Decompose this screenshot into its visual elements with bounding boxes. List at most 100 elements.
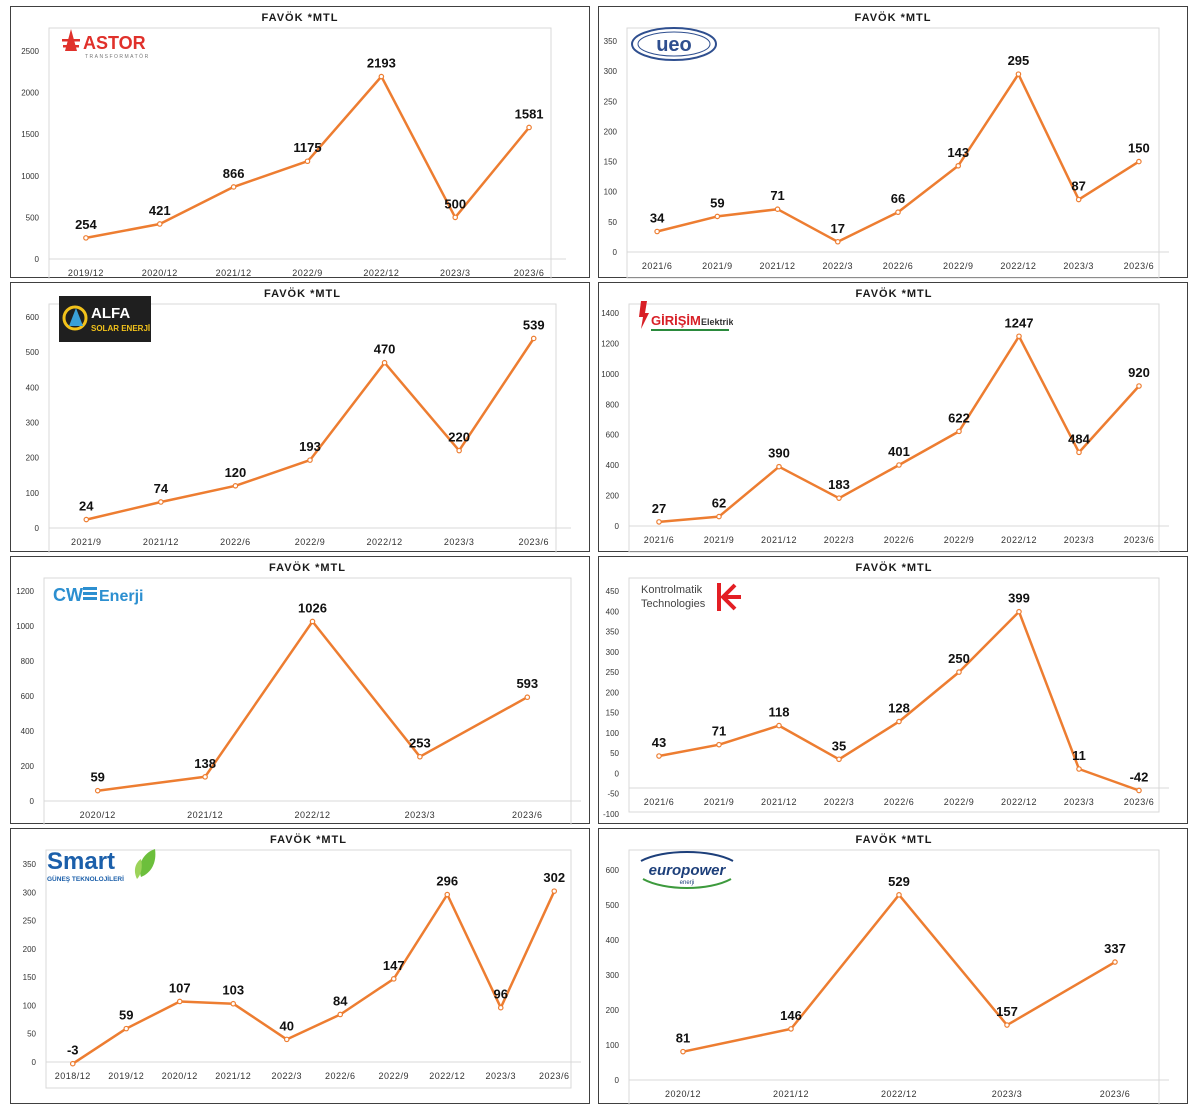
data-label: 103 [222,983,244,998]
data-point [1016,608,1022,615]
chart-title: FAVÖK *MTL [269,561,346,574]
data-label: 62 [712,496,726,511]
data-label: 81 [676,1031,690,1046]
cw-logo-text2: Enerji [99,588,143,605]
y-tick-label: 2500 [21,47,39,56]
chart-alfa: FAVÖK *MTL 0 100 200 300 400 500 600 2021/9 2021/… [26,287,571,553]
data-point [230,1000,237,1007]
data-label: 337 [1104,941,1126,956]
y-tick-label: 1200 [601,339,619,348]
y-tick-label: 350 [604,37,618,46]
chart-title: FAVÖK *MTL [855,287,932,300]
x-tick-label: 2018/12 [55,1071,91,1081]
y-tick-label: 300 [23,888,37,897]
chart-title: FAVÖK *MTL [264,287,341,300]
x-tick-label: 2023/6 [1100,1089,1131,1099]
y-tick-label: 200 [26,454,40,463]
data-point [456,447,462,454]
data-point [836,756,842,763]
x-tick-label: 2020/12 [162,1071,198,1081]
y-tick-label: 0 [35,524,40,533]
y-tick-label: 150 [604,158,618,167]
y-tick-label: 100 [606,1041,620,1050]
data-point [656,753,662,759]
data-label: 1581 [515,106,544,121]
x-tick-label: 2022/6 [884,535,915,545]
x-tick-label: 2021/6 [644,797,675,807]
data-label: 539 [523,317,545,332]
data-point [896,718,902,725]
chart-title: FAVÖK *MTL [854,11,931,24]
chart-girisim: FAVÖK *MTL 0 200 400 600 800 1000 1200 1400 2021/… [601,287,1169,553]
y-tick-label: 100 [26,489,40,498]
data-point [452,214,459,221]
cw-enerji-logo: CW Enerji [53,579,153,615]
x-tick-label: 2023/6 [1124,261,1155,271]
chart-panel-ueo: FAVÖK *MTL 0 50 100 150 200 250 300 350 2021/6 202… [598,6,1188,279]
chart-panel-girisim: FAVÖK *MTL 0 200 400 600 800 1000 1200 1400 2021/… [598,282,1188,553]
data-point [716,513,722,520]
data-point [381,359,388,366]
data-point [202,774,208,780]
data-point [69,1060,76,1067]
plot-area-frame [48,303,557,553]
data-point [1075,196,1082,203]
x-tick-label: 2021/12 [773,1089,809,1099]
x-tick-label: 2023/6 [512,810,543,820]
data-label: 1175 [293,140,321,155]
x-tick-label: 2022/12 [429,1071,465,1081]
data-point [1076,449,1082,456]
x-tick-label: 2021/12 [216,268,252,278]
data-point [716,741,722,748]
y-tick-label: 200 [21,762,35,771]
chart-astor: FAVÖK *MTL 0 500 1000 1500 2000 2500 2019/12 202… [21,11,566,279]
x-tick-label: 2021/9 [71,537,102,547]
x-tick-label: 2021/12 [215,1071,251,1081]
data-point [1076,766,1082,772]
data-label: 147 [383,958,405,973]
y-tick-label: 1500 [21,130,39,139]
y-tick-label: 500 [26,348,40,357]
data-label: 40 [280,1018,294,1033]
data-label: 87 [1071,179,1085,194]
x-tick-label: 2023/3 [485,1071,516,1081]
girisim-logo: GİRİŞİM Elektrik [637,299,733,345]
chart-panel-cw: FAVÖK *MTL 0 200 400 600 800 1000 1200 2020/12 20… [10,556,590,825]
data-label: 107 [169,980,191,995]
y-tick-label: -50 [607,790,619,799]
astor-logo-sub: TRANSFORMATÖR [85,53,150,60]
x-tick-label: 2022/9 [378,1071,409,1081]
chart-title: FAVÖK *MTL [855,833,932,846]
plot-area-frame [626,27,1160,279]
chart-kontrolmatik: FAVÖK *MTL -100 -50 0 50 100 150 200 250 300 350 40… [603,561,1169,819]
data-label: 302 [543,870,565,885]
data-label: 220 [448,430,470,445]
data-label: 390 [768,446,790,461]
y-tick-label: 600 [21,692,35,701]
y-tick-label: 100 [23,1001,37,1010]
data-point [304,158,311,165]
y-tick-label: 600 [606,866,620,875]
data-point [956,669,962,675]
x-tick-label: 2022/12 [367,537,403,547]
data-point [1004,1022,1010,1028]
series-line [72,890,556,1065]
y-tick-label: 1000 [16,622,34,631]
data-label: 254 [75,217,97,232]
y-tick-label: 250 [23,917,37,926]
y-tick-label: 50 [610,749,619,758]
x-tick-label: 2021/12 [187,810,223,820]
y-tick-label: 800 [21,657,35,666]
data-label: 84 [333,993,348,1008]
y-tick-label: 400 [21,727,35,736]
x-tick-label: 2022/12 [1000,261,1036,271]
x-tick-label: 2022/3 [824,797,855,807]
x-tick-label: 2022/12 [1001,797,1037,807]
y-tick-label: 400 [606,461,620,470]
data-point [551,888,558,894]
data-label: 43 [652,735,666,750]
y-tick-label: 0 [30,797,35,806]
y-tick-label: 800 [606,400,620,409]
y-tick-label: 50 [608,218,617,227]
data-label: 399 [1008,591,1030,606]
